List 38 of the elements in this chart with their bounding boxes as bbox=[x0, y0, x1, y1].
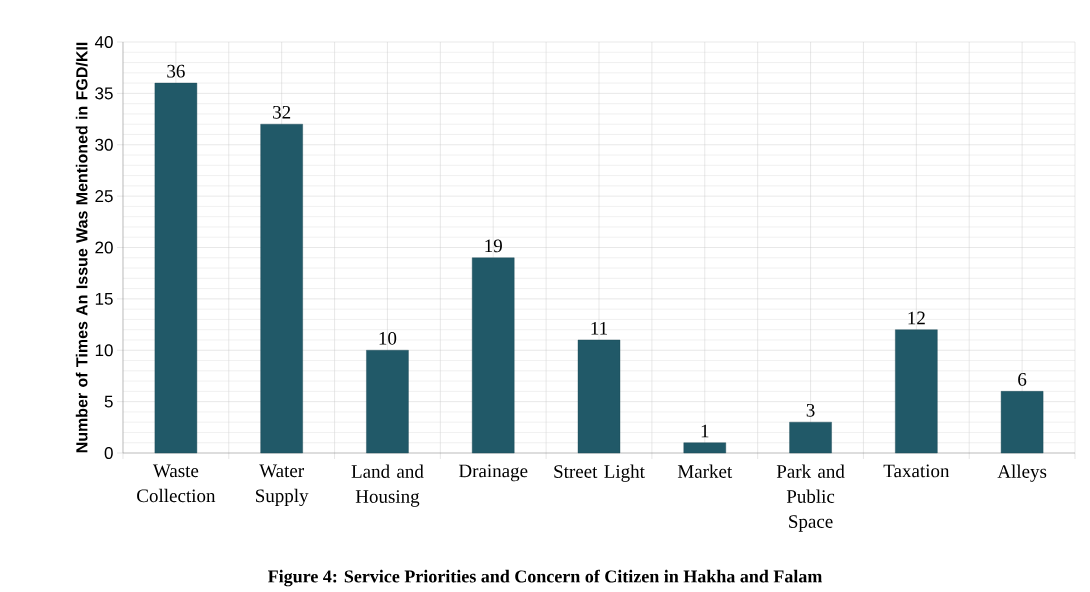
y-tick-label: 5 bbox=[104, 395, 113, 408]
bar bbox=[895, 329, 938, 454]
text: Figure 4: Service Priorities and Concern of Citizen in Hakha and Falam bbox=[268, 569, 823, 587]
y-axis-title: Number of Times An Issue Was Mentioned in FGD/KII bbox=[75, 42, 88, 453]
x-tick-label: Drainage bbox=[458, 464, 528, 482]
data-label: 11 bbox=[591, 321, 608, 335]
y-tick-label: 35 bbox=[95, 87, 113, 100]
x-tick-label: Park and Public Space bbox=[776, 464, 845, 532]
y-tick-label: 20 bbox=[95, 241, 113, 254]
x-tick-label: Waste Collection bbox=[137, 464, 216, 503]
bar bbox=[789, 421, 832, 454]
y-tick-label: 10 bbox=[95, 344, 113, 357]
x-tick-label: Alleys bbox=[997, 464, 1047, 482]
data-label: 1 bbox=[701, 424, 709, 438]
data-label: 10 bbox=[379, 331, 397, 345]
x-tick-label: Water Supply bbox=[256, 464, 309, 507]
bar bbox=[577, 339, 621, 454]
y-tick-label: 40 bbox=[94, 35, 113, 49]
data-label: 3 bbox=[806, 403, 815, 417]
bar bbox=[472, 257, 515, 454]
x-tick-label: Land and Housing bbox=[351, 464, 424, 507]
data-label: 12 bbox=[908, 311, 925, 325]
data-label: 32 bbox=[273, 105, 291, 119]
bar bbox=[154, 82, 198, 454]
bar bbox=[366, 350, 409, 454]
x-tick-label: Taxation bbox=[883, 464, 950, 478]
data-label: 19 bbox=[485, 239, 502, 253]
y-tick-label: 25 bbox=[95, 190, 113, 203]
y-tick-label: 30 bbox=[95, 138, 113, 151]
y-tick-label: 0 bbox=[104, 446, 113, 460]
bar bbox=[1000, 391, 1044, 454]
data-label: 6 bbox=[1018, 373, 1027, 386]
x-tick-label: Market bbox=[677, 464, 733, 478]
x-tick-label: Street Light bbox=[554, 464, 645, 482]
data-label: 36 bbox=[167, 64, 185, 78]
bar bbox=[260, 124, 303, 454]
bar bbox=[683, 442, 726, 454]
y-tick-label: 15 bbox=[95, 292, 113, 305]
